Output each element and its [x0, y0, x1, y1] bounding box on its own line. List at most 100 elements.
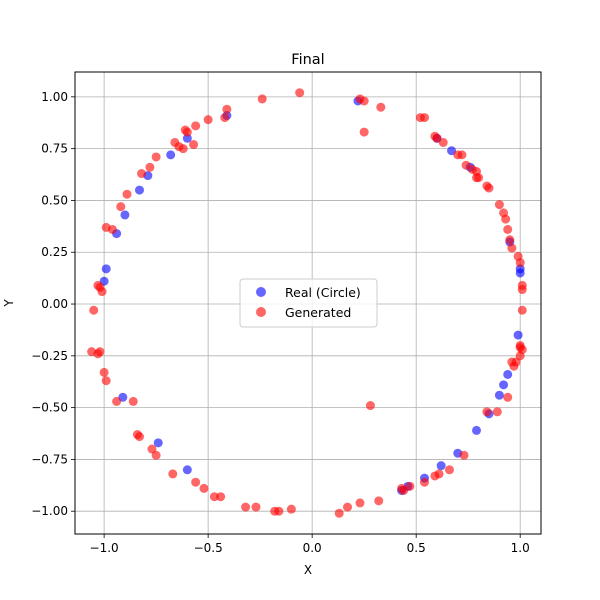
- real-point: [182, 133, 192, 143]
- generated-point: [444, 465, 454, 475]
- generated-point: [199, 483, 209, 493]
- real-point: [436, 461, 446, 471]
- axis-ticks: −1.0 −0.5 0.0 0.5 1.0 −1.00 −0.75 −0.50 −0.25 0.0…: [31, 90, 530, 555]
- generated-point: [453, 150, 463, 160]
- y-tick-label: 1.00: [41, 90, 68, 104]
- generated-point: [97, 287, 107, 297]
- real-point: [494, 390, 504, 400]
- generated-point: [95, 347, 105, 357]
- generated-point: [178, 144, 188, 154]
- generated-point: [122, 189, 132, 199]
- generated-point: [359, 96, 369, 106]
- legend-marker-real: [256, 287, 266, 297]
- x-axis-label: X: [304, 563, 312, 577]
- generated-point: [151, 152, 161, 162]
- y-tick-label: 0.00: [41, 297, 68, 311]
- x-tick-label: −1.0: [90, 541, 119, 555]
- grid-lines: [75, 72, 541, 534]
- generated-point: [359, 127, 369, 137]
- generated-point: [420, 477, 429, 487]
- generated-point: [191, 477, 201, 487]
- legend-marker-generated: [256, 307, 266, 317]
- generated-point: [376, 102, 386, 112]
- generated-point: [220, 113, 230, 123]
- generated-point: [503, 392, 513, 402]
- generated-point: [343, 502, 353, 512]
- generated-point: [517, 280, 527, 290]
- real-point: [515, 264, 525, 274]
- y-tick-label: −0.25: [31, 349, 68, 363]
- generated-point: [168, 469, 178, 479]
- data-points: [87, 88, 527, 518]
- plot-frame: [74, 71, 542, 535]
- x-tick-label: −0.5: [194, 541, 223, 555]
- y-tick-label: −1.00: [31, 504, 68, 518]
- generated-point: [405, 481, 415, 491]
- x-tick-label: 0.5: [407, 541, 426, 555]
- chart-title: Final: [291, 52, 324, 68]
- generated-point: [134, 432, 144, 442]
- generated-point: [182, 127, 192, 137]
- generated-point: [420, 113, 429, 123]
- y-tick-label: 0.50: [41, 193, 68, 207]
- generated-point: [222, 104, 232, 114]
- generated-point: [137, 169, 147, 179]
- generated-point: [355, 498, 365, 508]
- generated-point: [507, 243, 517, 253]
- generated-point: [517, 305, 527, 315]
- generated-point: [334, 508, 344, 518]
- legend: Real (Circle) Generated: [239, 278, 378, 328]
- generated-point: [128, 396, 138, 406]
- x-tick-label: 1.0: [511, 541, 530, 555]
- y-axis-label: Y: [2, 299, 16, 308]
- generated-point: [492, 407, 502, 417]
- generated-point: [459, 450, 469, 460]
- generated-point: [257, 94, 267, 104]
- real-point: [513, 330, 523, 340]
- generated-point: [145, 162, 155, 172]
- generated-point: [499, 208, 509, 218]
- real-point: [503, 369, 513, 379]
- generated-point: [482, 181, 492, 191]
- real-point: [499, 380, 509, 390]
- generated-point: [112, 396, 122, 406]
- generated-point: [116, 202, 126, 212]
- generated-point: [494, 200, 504, 210]
- generated-point: [461, 160, 471, 170]
- generated-point: [513, 251, 523, 261]
- y-tick-label: −0.75: [31, 452, 68, 466]
- real-point: [101, 264, 111, 274]
- generated-point: [209, 492, 219, 502]
- generated-point: [434, 469, 444, 479]
- generated-point: [505, 235, 515, 245]
- generated-point: [517, 345, 527, 355]
- generated-point: [295, 88, 305, 98]
- generated-point: [216, 492, 226, 502]
- legend-label-generated: Generated: [285, 305, 351, 320]
- real-point: [153, 438, 163, 448]
- real-point: [120, 210, 130, 220]
- y-tick-label: 0.75: [41, 142, 68, 156]
- y-tick-label: −0.50: [31, 401, 68, 415]
- generated-point: [101, 376, 111, 386]
- generated-point: [251, 502, 261, 512]
- generated-point: [189, 140, 199, 150]
- generated-point: [241, 502, 251, 512]
- generated-point: [89, 305, 99, 315]
- real-point: [134, 185, 144, 195]
- generated-point: [472, 173, 482, 183]
- generated-point: [365, 401, 375, 411]
- legend-box: [239, 278, 378, 328]
- generated-point: [191, 121, 201, 131]
- generated-point: [151, 450, 161, 460]
- real-point: [166, 150, 176, 160]
- generated-point: [274, 506, 284, 516]
- legend-label-real: Real (Circle): [285, 285, 361, 300]
- y-tick-label: 0.25: [41, 245, 68, 259]
- generated-point: [482, 407, 492, 417]
- generated-point: [374, 496, 384, 506]
- generated-point: [107, 224, 117, 234]
- generated-point: [503, 224, 513, 234]
- real-point: [472, 425, 482, 435]
- generated-point: [203, 115, 213, 125]
